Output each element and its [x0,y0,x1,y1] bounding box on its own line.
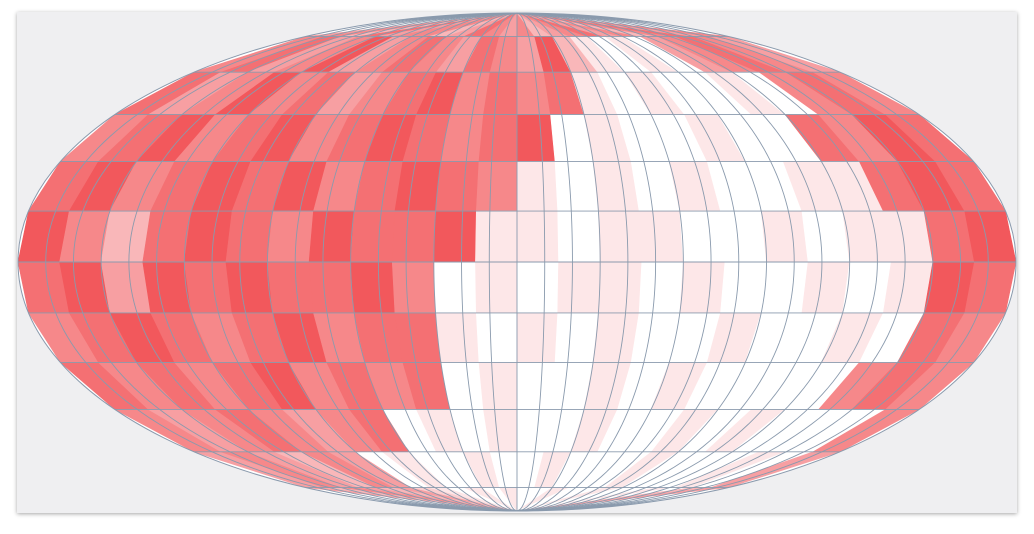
sky-cell [225,210,274,263]
sky-cell [308,210,355,263]
sky-cell [100,210,152,263]
sky-cell [720,261,767,314]
sky-cell [394,312,442,363]
sky-cell [516,114,556,162]
sky-cell [350,210,396,263]
sky-cell [183,261,233,314]
sky-outline [17,12,1017,512]
sky-cell [557,261,601,314]
sky-cell [516,161,559,212]
sky-cell [267,261,314,314]
sky-cell [433,261,477,314]
sky-map [17,12,1017,512]
sky-cell [308,261,355,314]
sky-cell [557,210,601,263]
sky-cell [350,261,396,314]
sky-cell [720,210,767,263]
sky-cell [435,161,480,212]
sky-cell [433,210,477,263]
sky-cell [478,362,518,410]
sky-cell [598,261,643,314]
sky-cell [475,261,518,314]
sky-cell [183,210,233,263]
sky-cell [760,210,809,263]
sky-cell [760,261,809,314]
sky-cell [391,210,436,263]
sky-cell [638,261,684,314]
sky-cell [679,210,726,263]
sky-cell [391,261,436,314]
sky-cell [100,261,152,314]
sky-cell [598,210,643,263]
sky-cell [516,362,556,410]
sky-cell [516,210,559,263]
map-panel [17,12,1017,513]
sky-cell [638,210,684,263]
sky-cell [435,312,480,363]
sky-cell [679,261,726,314]
sky-cell [475,210,518,263]
sky-cell [554,161,599,212]
sky-cell [225,261,274,314]
sky-cell [478,114,518,162]
sky-cell [267,210,314,263]
sky-cell [475,312,518,363]
sky-cell [475,161,518,212]
sky-cell [516,312,559,363]
sky-cell [554,312,599,363]
sky-cell [801,210,851,263]
sky-cell [394,161,442,212]
sky-cell [516,261,559,314]
sky-cell [801,261,851,314]
